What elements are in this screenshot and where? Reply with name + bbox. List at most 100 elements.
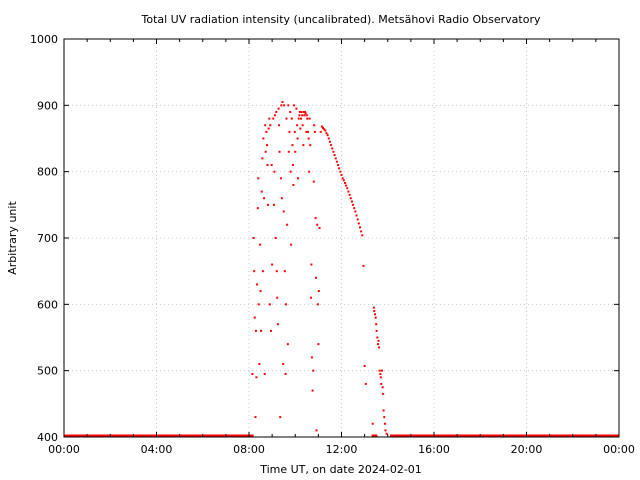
data-point [312,369,315,372]
data-point [274,237,277,239]
x-tick-label: 00:00 [48,443,80,456]
data-point [374,313,377,316]
data-point [308,170,311,173]
data-point [284,372,287,375]
data-point [253,270,256,273]
data-point [338,167,341,170]
data-point [264,150,267,153]
y-tick-label: 400 [37,431,58,444]
data-point [259,290,262,293]
data-point [327,137,330,140]
data-point [316,223,319,226]
data-point [291,164,294,167]
data-point [342,179,345,182]
data-point [252,237,255,239]
data-point [320,125,323,128]
data-point [380,382,383,385]
data-point [352,203,355,206]
data-point [314,217,317,220]
data-point [275,270,278,273]
data-point [295,107,298,110]
data-point [317,290,320,293]
data-point [310,263,313,266]
data-point [257,303,260,306]
data-point [264,124,267,127]
data-point [266,144,269,147]
data-point [375,329,378,332]
data-point [382,392,385,395]
data-point [328,140,331,143]
data-point [278,150,281,153]
data-point [260,190,263,193]
data-point [253,316,256,319]
data-point [306,117,309,120]
data-point [383,416,386,419]
x-tick-label: 00:00 [603,443,635,456]
data-point [301,114,304,117]
data-point [374,316,377,319]
data-point [280,104,283,107]
data-point [354,210,357,213]
data-point [330,144,333,147]
data-point [303,114,306,117]
data-point [345,184,348,187]
x-tick-label: 16:00 [418,443,450,456]
data-point [311,389,314,392]
y-tick-label: 500 [37,365,58,378]
data-point [289,170,292,173]
data-point [315,429,318,432]
data-point [332,150,335,153]
y-tick-label: 600 [37,298,58,311]
data-point [325,132,328,135]
data-point [364,382,367,385]
data-point [302,144,305,147]
data-point [343,181,346,184]
data-point [381,386,384,389]
data-point [346,187,349,190]
data-point [376,336,379,339]
grid [64,39,619,437]
data-point [285,303,287,306]
data-point [261,270,264,273]
data-point [319,130,322,133]
data-point [360,230,363,233]
data-point [299,127,302,130]
data-point [377,343,380,346]
data-point [304,112,307,115]
data-point [251,372,254,375]
data-point [350,200,353,203]
data-point [271,263,274,266]
x-tick-label: 08:00 [233,443,265,456]
data-point [292,183,295,186]
data-point [335,160,338,163]
data-point [380,369,383,372]
data-point [379,376,382,379]
data-point [293,104,296,107]
data-point [361,234,364,237]
data-point [308,117,311,120]
data-point [275,110,278,113]
data-point [267,127,270,130]
data-point [341,177,344,180]
data-point [306,130,309,133]
data-point [287,150,290,153]
data-point [337,164,340,167]
data-point [276,323,279,326]
data-point [305,114,308,117]
data-point [298,114,301,117]
data-point [359,226,361,229]
data-point [357,222,360,225]
data-point [313,124,316,127]
data-point [347,190,350,193]
data-point [266,164,269,167]
data-point [288,130,291,133]
data-point [296,124,299,127]
data-point [309,296,312,299]
data-point [268,303,271,306]
data-point [373,309,376,312]
data-point [375,323,378,326]
data-point [272,117,275,120]
data-point [382,409,385,412]
data-point [322,126,324,129]
y-tick-labels: 400 500 600 700 800 900 1000 [30,33,58,444]
